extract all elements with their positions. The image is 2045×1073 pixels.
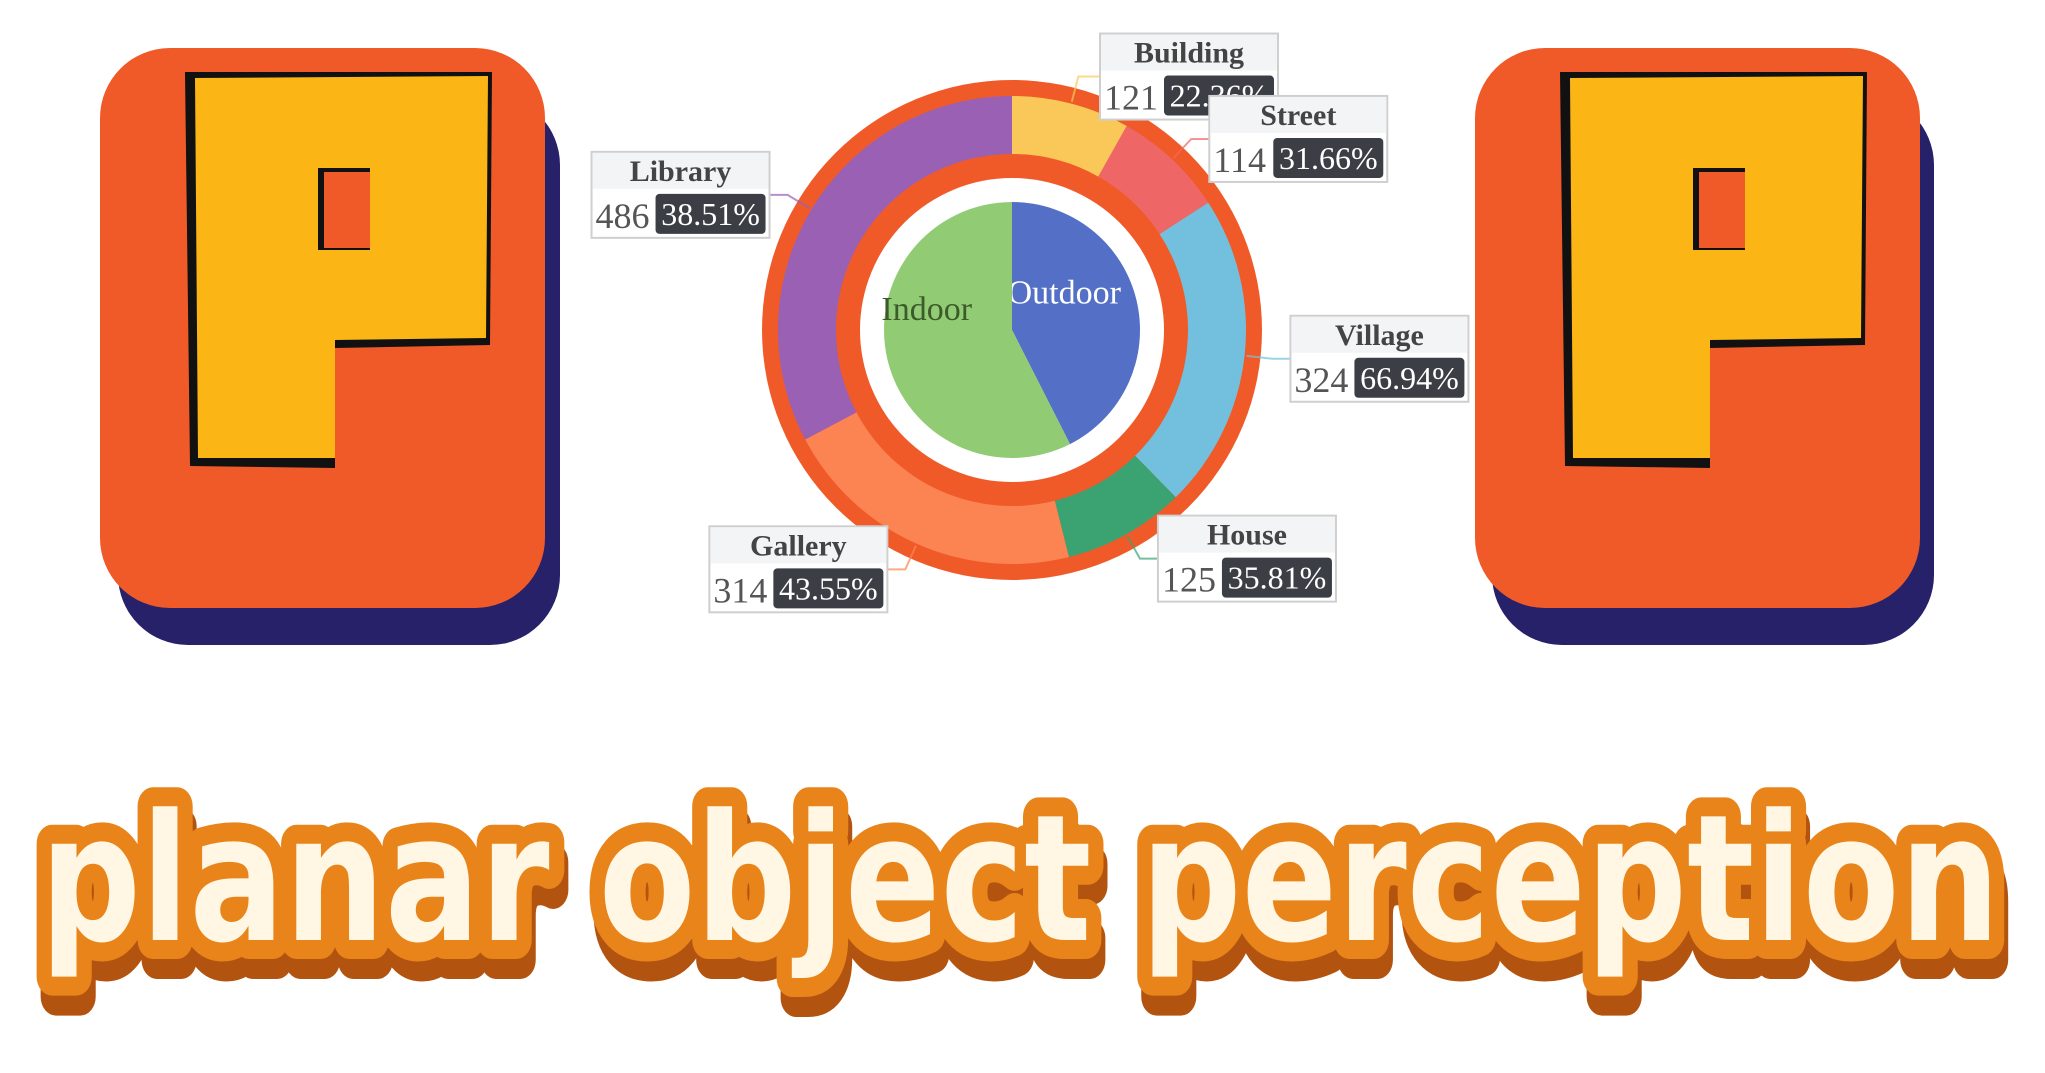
label-building: Building12122.36% bbox=[1099, 32, 1279, 121]
label-percent-box bbox=[1273, 137, 1384, 178]
label-percent: 31.66% bbox=[1279, 140, 1378, 176]
label-title: Street bbox=[1260, 99, 1336, 132]
leader-line bbox=[1172, 137, 1210, 159]
outer-slice-gallery bbox=[805, 412, 1069, 565]
label-percent-box bbox=[1221, 557, 1332, 598]
leader-line bbox=[887, 545, 917, 571]
leader-line bbox=[1126, 535, 1158, 560]
outer-slice-street bbox=[1098, 126, 1209, 235]
label-count: 121 bbox=[1104, 78, 1158, 118]
label-count: 486 bbox=[596, 196, 650, 236]
label-title: Gallery bbox=[750, 529, 847, 562]
inner-slice-indoor bbox=[883, 202, 1071, 458]
label-count: 314 bbox=[713, 570, 767, 610]
leader-line bbox=[769, 193, 811, 210]
right-letter: P bbox=[1691, 352, 1698, 363]
label-gallery: Gallery 314 43.55% bbox=[708, 525, 889, 614]
label-percent: 35.81% bbox=[1228, 560, 1327, 596]
inner-label-outdoor: Outdoor bbox=[1008, 274, 1122, 311]
sunburst-chart: Outdoor Indoor Building12122.36%Street114… bbox=[590, 32, 1470, 614]
label-title: Library bbox=[630, 155, 732, 188]
left-letter-block: P bbox=[100, 48, 560, 645]
label-street: Street 114 31.66% bbox=[1208, 94, 1389, 183]
label-house: House 125 35.81% bbox=[1156, 514, 1337, 603]
leader-lines bbox=[769, 75, 1291, 571]
chart-labels: Building12122.36%Street11431.66%Village3… bbox=[590, 32, 1470, 614]
outer-ring bbox=[778, 96, 1246, 565]
label-percent: 38.51% bbox=[661, 196, 760, 232]
label-percent: 66.94% bbox=[1360, 360, 1459, 396]
inner-pie: Outdoor Indoor bbox=[881, 202, 1140, 458]
leader-line bbox=[1070, 75, 1100, 102]
tagline: planar object perception planar object p… bbox=[21, 758, 2023, 1021]
outer-slice-building bbox=[1012, 96, 1127, 177]
tagline-outline: planar object perception bbox=[40, 777, 2000, 982]
label-title: House bbox=[1207, 519, 1287, 552]
label-count: 114 bbox=[1213, 140, 1266, 180]
label-title: Village bbox=[1335, 319, 1424, 352]
tagline-shadow: planar object perception bbox=[44, 797, 2004, 1002]
inner-label-indoor: Indoor bbox=[881, 291, 972, 328]
label-percent-box bbox=[773, 568, 884, 609]
left-letter: P bbox=[316, 352, 323, 363]
label-title: Building bbox=[1134, 37, 1244, 70]
label-percent-box bbox=[1354, 357, 1465, 398]
right-letter-block: P bbox=[1475, 48, 1934, 645]
outer-slice-village bbox=[1135, 202, 1246, 498]
label-count: 324 bbox=[1294, 360, 1348, 400]
tagline-text: planar object perception bbox=[40, 777, 2000, 982]
label-village: Village 324 66.94% bbox=[1289, 314, 1470, 403]
inner-slice-outdoor bbox=[1012, 202, 1140, 445]
outer-slice-house bbox=[1054, 455, 1176, 557]
outer-slice-library bbox=[778, 96, 1012, 440]
label-percent: 43.55% bbox=[779, 570, 878, 606]
leader-line bbox=[1246, 354, 1291, 360]
label-count: 125 bbox=[1162, 560, 1216, 600]
label-library: Library 486 38.51% bbox=[590, 150, 771, 239]
label-percent-box bbox=[655, 193, 766, 234]
